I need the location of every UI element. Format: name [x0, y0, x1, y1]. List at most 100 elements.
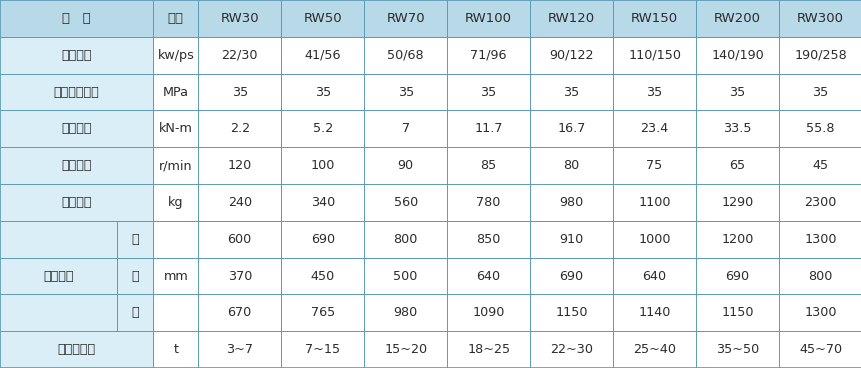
Bar	[696, 0, 778, 37]
Bar	[612, 37, 696, 74]
Bar	[153, 110, 198, 147]
Bar	[778, 331, 861, 368]
Text: 120: 120	[227, 159, 251, 172]
Bar	[612, 331, 696, 368]
Bar	[778, 110, 861, 147]
Text: 55.8: 55.8	[805, 122, 833, 135]
Text: 11.7: 11.7	[474, 122, 502, 135]
Text: 780: 780	[476, 196, 500, 209]
Bar	[363, 221, 447, 258]
Text: 500: 500	[393, 269, 418, 283]
Text: 910: 910	[559, 233, 583, 246]
Bar	[612, 184, 696, 221]
Text: 单位: 单位	[168, 12, 183, 25]
Text: MPa: MPa	[163, 85, 189, 99]
Bar	[447, 0, 530, 37]
Text: 1150: 1150	[554, 306, 587, 319]
Text: 5.2: 5.2	[313, 122, 332, 135]
Bar	[447, 258, 530, 294]
Bar	[363, 294, 447, 331]
Bar	[778, 294, 861, 331]
Text: 22/30: 22/30	[221, 49, 257, 62]
Bar	[696, 74, 778, 110]
Bar	[363, 184, 447, 221]
Text: 690: 690	[559, 269, 583, 283]
Text: 22~30: 22~30	[549, 343, 592, 356]
Bar	[153, 221, 198, 331]
Bar	[153, 37, 198, 74]
Bar	[198, 184, 281, 221]
Bar	[612, 258, 696, 294]
Text: 2300: 2300	[803, 196, 836, 209]
Text: 33.5: 33.5	[722, 122, 751, 135]
Text: RW200: RW200	[713, 12, 760, 25]
Text: RW120: RW120	[548, 12, 594, 25]
Text: 690: 690	[310, 233, 334, 246]
Text: 980: 980	[393, 306, 418, 319]
Text: 640: 640	[641, 269, 666, 283]
Bar	[696, 331, 778, 368]
Bar	[0, 0, 153, 37]
Text: t: t	[173, 343, 178, 356]
Bar	[447, 184, 530, 221]
Bar	[281, 294, 363, 331]
Bar	[281, 0, 363, 37]
Bar	[363, 0, 447, 37]
Text: 240: 240	[227, 196, 251, 209]
Bar	[530, 37, 612, 74]
Bar	[198, 37, 281, 74]
Text: 35: 35	[480, 85, 496, 99]
Bar	[0, 221, 117, 331]
Text: 670: 670	[227, 306, 251, 319]
Bar	[0, 331, 153, 368]
Text: 90: 90	[397, 159, 413, 172]
Text: 1300: 1300	[803, 306, 836, 319]
Text: r/min: r/min	[158, 159, 193, 172]
Bar	[153, 74, 198, 110]
Bar	[530, 221, 612, 258]
Bar	[447, 221, 530, 258]
Text: kg: kg	[168, 196, 183, 209]
Bar	[612, 147, 696, 184]
Bar	[198, 147, 281, 184]
Bar	[696, 184, 778, 221]
Text: mm: mm	[164, 269, 188, 283]
Text: 7: 7	[401, 122, 409, 135]
Bar	[0, 184, 153, 221]
Bar	[363, 110, 447, 147]
Bar	[696, 147, 778, 184]
Text: 1090: 1090	[472, 306, 505, 319]
Text: 35: 35	[397, 85, 413, 99]
Text: RW100: RW100	[465, 12, 511, 25]
Bar	[198, 331, 281, 368]
Text: 1200: 1200	[721, 233, 753, 246]
Text: 16.7: 16.7	[557, 122, 585, 135]
Bar	[530, 74, 612, 110]
Bar	[153, 331, 198, 368]
Bar	[281, 110, 363, 147]
Bar	[447, 37, 530, 74]
Bar	[0, 147, 153, 184]
Bar	[447, 294, 530, 331]
Text: 85: 85	[480, 159, 496, 172]
Bar	[778, 258, 861, 294]
Text: 35: 35	[811, 85, 827, 99]
Bar	[363, 147, 447, 184]
Text: 长: 长	[132, 233, 139, 246]
Bar	[281, 74, 363, 110]
Bar	[281, 221, 363, 258]
Bar	[530, 331, 612, 368]
Text: 额定转速: 额定转速	[61, 159, 92, 172]
Text: 1290: 1290	[721, 196, 753, 209]
Text: 50/68: 50/68	[387, 49, 424, 62]
Text: 1300: 1300	[803, 233, 836, 246]
Bar	[281, 258, 363, 294]
Bar	[696, 258, 778, 294]
Text: 35: 35	[232, 85, 248, 99]
Bar	[778, 221, 861, 258]
Bar	[696, 110, 778, 147]
Text: 71/96: 71/96	[470, 49, 506, 62]
Text: 1000: 1000	[638, 233, 670, 246]
Text: 2.2: 2.2	[229, 122, 250, 135]
Bar	[778, 184, 861, 221]
